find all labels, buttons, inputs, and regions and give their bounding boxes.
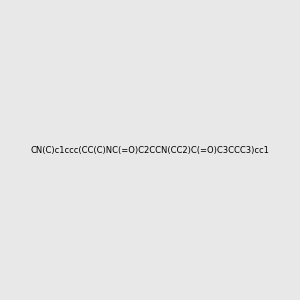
Text: CN(C)c1ccc(CC(C)NC(=O)C2CCN(CC2)C(=O)C3CCC3)cc1: CN(C)c1ccc(CC(C)NC(=O)C2CCN(CC2)C(=O)C3C… <box>31 146 269 154</box>
